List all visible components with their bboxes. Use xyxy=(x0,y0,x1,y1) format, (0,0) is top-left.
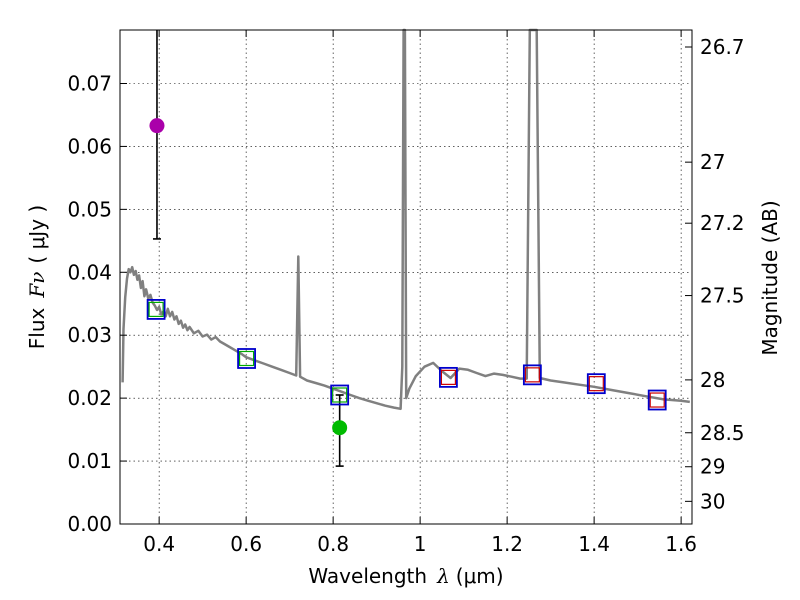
y-tick-label: 0.03 xyxy=(67,323,112,347)
model-photometry-point xyxy=(439,366,458,388)
mag-tick-label: 28 xyxy=(700,368,725,392)
model-photometry-inner xyxy=(238,350,255,367)
y-axis-label-text: Flux xyxy=(25,307,49,349)
model-photometry-inner xyxy=(440,369,457,385)
y-tick-label: 0.01 xyxy=(67,449,112,473)
marker-layer xyxy=(146,30,667,467)
observed-point xyxy=(332,420,348,436)
x-axis-label-unit: (μm) xyxy=(456,564,504,588)
mag-tick-label: 26.7 xyxy=(700,35,745,59)
model-photometry-inner xyxy=(649,392,665,408)
y-axis-label: Flux Fν ( μJy ) xyxy=(25,205,49,349)
x-axis-label: Wavelength λ (μm) xyxy=(308,564,503,588)
model-photometry-inner xyxy=(332,387,348,403)
model-photometry-point xyxy=(647,389,667,411)
x-tick-label: 1.2 xyxy=(491,532,523,556)
model-photometry-point xyxy=(522,364,542,386)
x-axis-label-text: Wavelength xyxy=(308,564,427,588)
model-photometry-inner xyxy=(588,376,604,392)
mag-tick-label: 28.5 xyxy=(700,421,745,445)
x-axis-label-symbol: λ xyxy=(436,564,450,588)
model-photometry-point xyxy=(146,299,166,320)
mag-tick-label: 27.2 xyxy=(700,211,745,235)
mag-tick-label: 29 xyxy=(700,455,725,479)
model-photometry-point xyxy=(330,384,350,406)
y2-axis-label: Magnitude (AB) xyxy=(758,200,782,355)
x-tick-label: 1.6 xyxy=(665,532,697,556)
sed-model-line xyxy=(121,28,690,411)
x-tick-label: 1 xyxy=(414,532,427,556)
sed-layer xyxy=(121,28,690,411)
grid-layer xyxy=(120,30,692,524)
x-tick-label: 0.4 xyxy=(143,532,175,556)
x-tick-label: 0.6 xyxy=(230,532,262,556)
x-tick-label: 0.8 xyxy=(317,532,349,556)
tick-layer: 0.4 0.6 0.8 1 1.2 1.4 1.6 0.00 0.01 0.02 0.03 0.04 0… xyxy=(67,30,745,556)
y-tick-label: 0.07 xyxy=(67,71,112,95)
model-photometry-point xyxy=(237,348,256,369)
y-tick-label: 0.00 xyxy=(67,512,112,536)
y-axis-label-unit: ( μJy ) xyxy=(25,205,49,264)
mag-tick-label: 27 xyxy=(700,150,725,174)
plot-frame xyxy=(119,29,693,525)
model-photometry-inner xyxy=(524,367,540,383)
y-tick-label: 0.02 xyxy=(67,386,112,410)
y-axis-label-symbol: Fν xyxy=(25,272,49,299)
y-tick-label: 0.05 xyxy=(67,197,112,221)
y-tick-label: 0.06 xyxy=(67,134,112,158)
x-tick-label: 1.4 xyxy=(578,532,610,556)
mag-tick-label: 30 xyxy=(700,489,725,513)
model-photometry-point xyxy=(586,373,606,395)
y-tick-label: 0.04 xyxy=(67,260,112,284)
mag-tick-label: 27.5 xyxy=(700,284,745,308)
model-photometry-inner xyxy=(148,301,164,318)
observed-point xyxy=(149,118,165,134)
